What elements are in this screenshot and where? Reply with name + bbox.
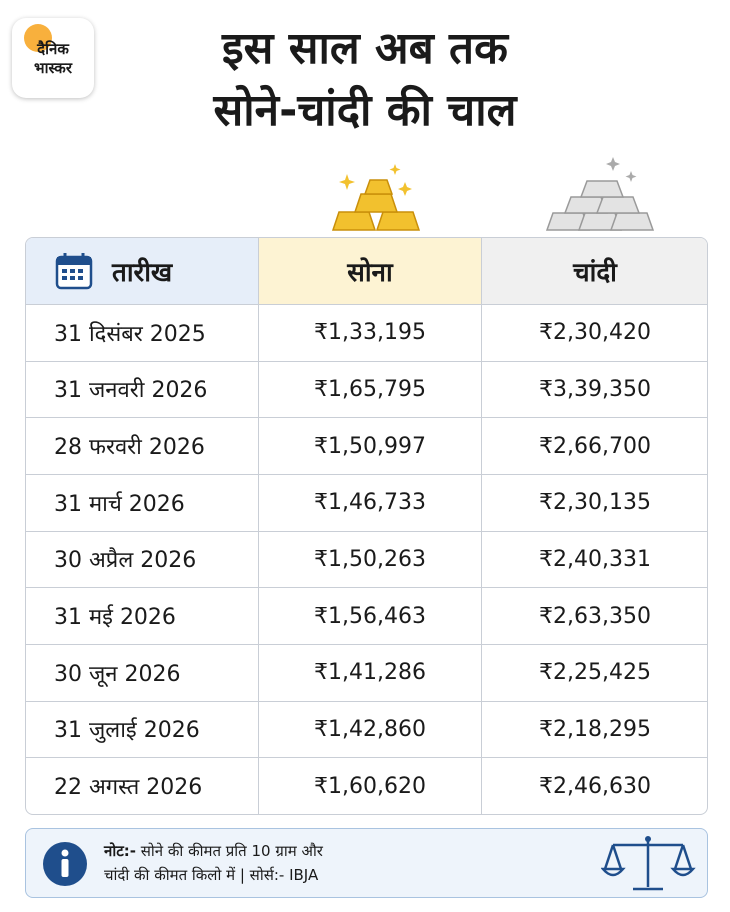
table-row: 28 फरवरी 2026 ₹1,50,997 ₹2,66,700 xyxy=(26,417,707,474)
table-cell: 30 अप्रैल 2026 xyxy=(26,532,258,588)
logo-sun xyxy=(24,24,52,52)
header-cell: तारीख xyxy=(26,238,258,304)
table-cell: 22 अगस्त 2026 xyxy=(26,758,258,814)
table-cell: ₹1,41,286 xyxy=(258,645,481,701)
cell-text: 30 अप्रैल 2026 xyxy=(54,548,197,574)
cell-text: ₹2,40,331 xyxy=(539,546,651,572)
table-cell: ₹1,50,263 xyxy=(258,531,481,588)
table-cell: 30 जून 2026 xyxy=(26,645,258,701)
table-row: 31 जुलाई 2026 ₹1,42,860 ₹2,18,295 xyxy=(26,700,707,758)
note-line-text: सोने की कीमत प्रति 10 ग्राम और xyxy=(140,842,323,860)
table-cell: 31 जनवरी 2026 xyxy=(26,362,258,418)
calendar-icon xyxy=(55,253,93,290)
cell-text: 28 फरवरी 2026 xyxy=(54,435,205,461)
table-cell: 31 दिसंबर 2025 xyxy=(26,305,258,361)
note-line: चांदी की कीमत किलो में | सोर्स:- IBJA xyxy=(104,866,319,884)
note-text: नोट:- सोने की कीमत प्रति 10 ग्राम और चां… xyxy=(104,839,323,887)
table-cell: ₹2,18,295 xyxy=(481,701,707,758)
table-cell: ₹1,46,733 xyxy=(258,475,481,531)
header-row: तारीख सोना चांदी xyxy=(26,238,707,304)
cell-text: 31 जुलाई 2026 xyxy=(54,718,200,744)
title: इस साल अब तक सोने-चांदी की चाल xyxy=(110,18,620,142)
cell-text: 30 जून 2026 xyxy=(54,661,181,687)
cell-text: ₹2,25,425 xyxy=(539,660,651,686)
note-line: नोट:- सोने की कीमत प्रति 10 ग्राम और xyxy=(104,839,323,863)
header-text: सोना xyxy=(347,258,393,288)
table-cell: 28 फरवरी 2026 xyxy=(26,418,258,474)
cell-text: ₹1,56,463 xyxy=(314,603,426,629)
table-cell: 31 मार्च 2026 xyxy=(26,475,258,531)
table-row: 30 अप्रैल 2026 ₹1,50,263 ₹2,40,331 xyxy=(26,530,707,588)
table-cell: ₹2,66,700 xyxy=(481,418,707,474)
cell-text: 22 अगस्त 2026 xyxy=(54,775,203,801)
gold-bars-icon xyxy=(331,164,421,231)
table-cell: 31 जुलाई 2026 xyxy=(26,702,258,758)
header-text: चांदी xyxy=(573,258,617,288)
cell-text: ₹2,46,630 xyxy=(539,773,651,799)
cell-text: ₹1,65,795 xyxy=(314,376,426,402)
header-cell: सोना xyxy=(258,238,481,304)
note-label: नोट:- xyxy=(104,842,136,860)
title-line: इस साल अब तक xyxy=(222,23,508,74)
table-row: 22 अगस्त 2026 ₹1,60,620 ₹2,46,630 xyxy=(26,757,707,814)
table-cell: ₹2,30,420 xyxy=(481,305,707,361)
scales-icon xyxy=(601,836,696,891)
table-cell: ₹2,63,350 xyxy=(481,588,707,644)
header-cell: चांदी xyxy=(481,238,707,304)
info-icon xyxy=(43,842,87,886)
logo-text: भास्कर xyxy=(34,59,72,77)
cell-text: ₹1,41,286 xyxy=(314,660,426,686)
cell-text: ₹2,63,350 xyxy=(539,603,651,629)
table-cell: ₹1,33,195 xyxy=(258,305,481,361)
header-text: तारीख xyxy=(112,258,173,288)
table-row: 31 मार्च 2026 ₹1,46,733 ₹2,30,135 xyxy=(26,474,707,531)
cell-text: 31 मई 2026 xyxy=(54,605,176,631)
cell-text: ₹2,66,700 xyxy=(539,433,651,459)
cell-text: 31 जनवरी 2026 xyxy=(54,378,208,404)
table-cell: ₹2,46,630 xyxy=(481,758,707,814)
cell-text: 31 मार्च 2026 xyxy=(54,491,185,517)
cell-text: ₹2,30,135 xyxy=(539,490,651,516)
cell-text: ₹2,30,420 xyxy=(539,320,651,346)
cell-text: 31 दिसंबर 2025 xyxy=(54,321,206,347)
table-cell: ₹3,39,350 xyxy=(481,361,707,418)
table-row: 31 जनवरी 2026 ₹1,65,795 ₹3,39,350 xyxy=(26,360,707,418)
cell-text: ₹3,39,350 xyxy=(539,376,651,402)
cell-text: ₹1,46,733 xyxy=(314,490,426,516)
cell-text: ₹1,50,997 xyxy=(314,433,426,459)
title-line: सोने-चांदी की चाल xyxy=(213,85,517,136)
cell-text: ₹2,18,295 xyxy=(539,716,651,742)
note-box: नोट:- सोने की कीमत प्रति 10 ग्राम और चां… xyxy=(25,828,708,898)
table-cell: ₹2,25,425 xyxy=(481,645,707,701)
price-table: तारीख सोना चांदी 31 दिसंबर 2025 ₹1,33,195 ₹2,… xyxy=(25,237,708,815)
table-cell: ₹1,65,795 xyxy=(258,361,481,418)
cell-text: ₹1,42,860 xyxy=(314,716,426,742)
table-row: 31 मई 2026 ₹1,56,463 ₹2,63,350 xyxy=(26,587,707,644)
cell-text: ₹1,50,263 xyxy=(314,546,426,572)
cell-text: ₹1,33,195 xyxy=(314,320,426,346)
cell-text: ₹1,60,620 xyxy=(314,773,426,799)
table-cell: ₹1,56,463 xyxy=(258,588,481,644)
table-cell: ₹1,42,860 xyxy=(258,701,481,758)
table-cell: ₹1,60,620 xyxy=(258,758,481,814)
table-cell: ₹2,40,331 xyxy=(481,531,707,588)
table-cell: 31 मई 2026 xyxy=(26,588,258,644)
table-row: 30 जून 2026 ₹1,41,286 ₹2,25,425 xyxy=(26,644,707,701)
table-row: 31 दिसंबर 2025 ₹1,33,195 ₹2,30,420 xyxy=(26,304,707,361)
silver-bars-icon xyxy=(545,157,655,231)
table-cell: ₹2,30,135 xyxy=(481,475,707,531)
logo-text: दैनिक xyxy=(37,40,69,58)
table-cell: ₹1,50,997 xyxy=(258,418,481,474)
logo: दैनिक भास्कर xyxy=(12,18,94,98)
